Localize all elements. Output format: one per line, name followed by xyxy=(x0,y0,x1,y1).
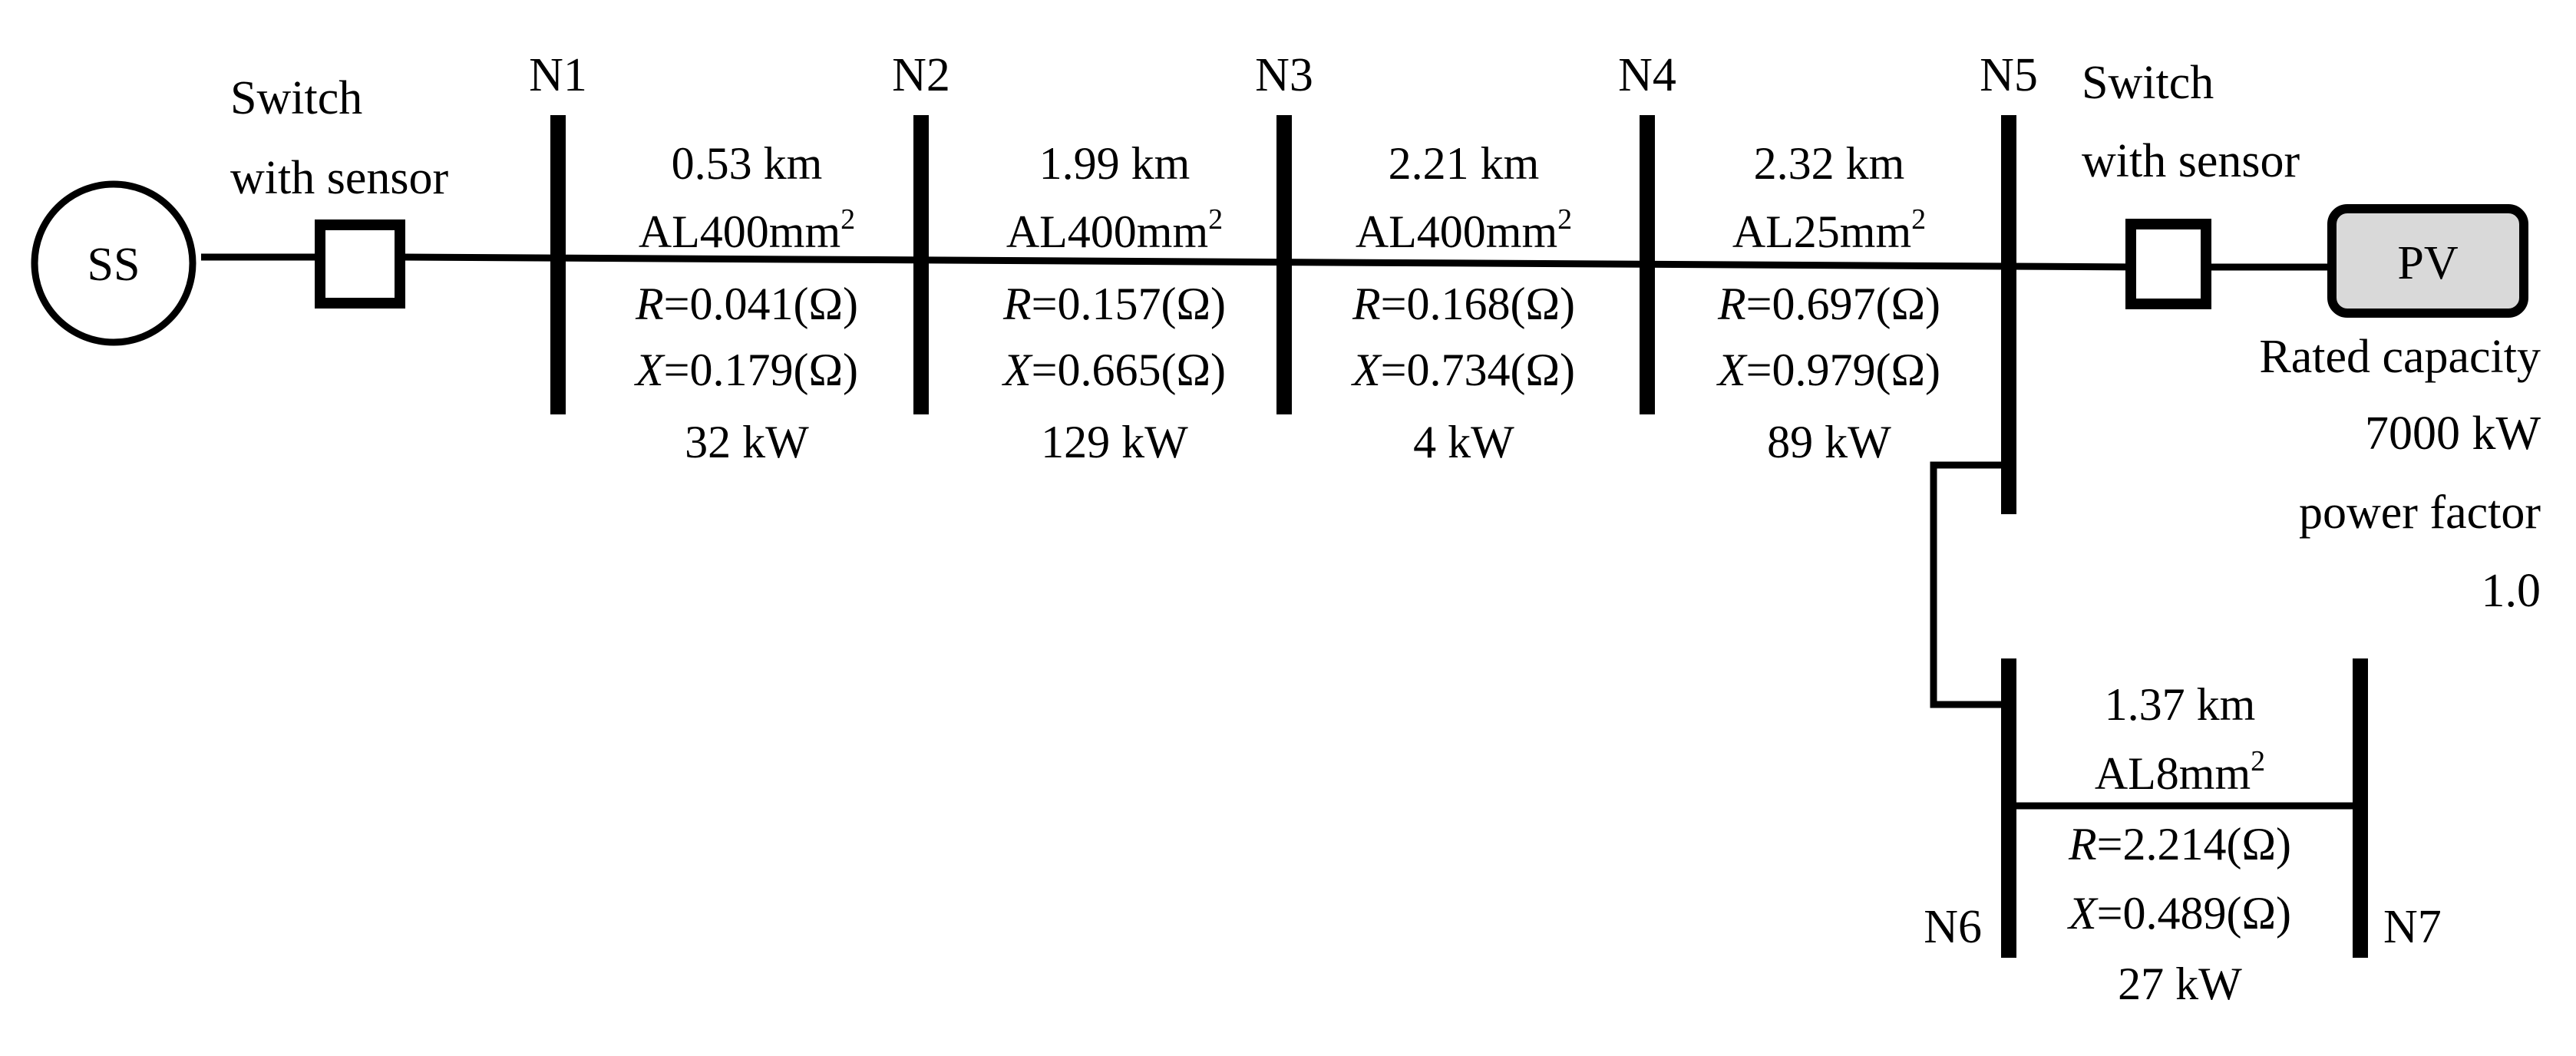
segment-resistance: R=0.168(Ω) xyxy=(1352,279,1575,329)
node-bus-n1 xyxy=(550,115,566,414)
segment-reactance: X=0.489(Ω) xyxy=(2067,888,2291,939)
node-label-n3: N3 xyxy=(1255,49,1313,101)
segment-length: 2.21 km xyxy=(1389,138,1540,189)
switch-1-label-line1: Switch xyxy=(230,72,362,124)
node-label-n4: N4 xyxy=(1618,49,1676,101)
pv-rated-capacity-value: 7000 kW xyxy=(2365,408,2541,460)
segment-n2-n3: 1.99 km AL400mm2 R=0.157(Ω) X=0.665(Ω) 1… xyxy=(1002,138,1226,467)
segment-n4-n5: 2.32 km AL25mm2 R=0.697(Ω) X=0.979(Ω) 89… xyxy=(1716,138,1940,467)
node-bus-n3 xyxy=(1276,115,1292,414)
substation-label: SS xyxy=(88,239,140,291)
segment-reactance: X=0.179(Ω) xyxy=(634,345,858,395)
switch-2-box xyxy=(2125,219,2211,309)
segment-reactance: X=0.665(Ω) xyxy=(1002,345,1226,395)
segment-load: 89 kW xyxy=(1767,417,1891,467)
segment-length: 1.37 km xyxy=(2105,679,2256,730)
node-label-n6: N6 xyxy=(1924,901,1982,953)
node-bus-n4 xyxy=(1640,115,1655,414)
switch-1-label-line2: with sensor xyxy=(230,152,449,204)
switch-2-label-line1: Switch xyxy=(2082,57,2214,109)
segment-reactance: X=0.979(Ω) xyxy=(1716,345,1940,395)
segment-load: 32 kW xyxy=(685,417,809,467)
segment-load: 129 kW xyxy=(1041,417,1188,467)
segment-length: 1.99 km xyxy=(1039,138,1191,189)
node-label-n1: N1 xyxy=(529,49,587,101)
switch-2-label-line2: with sensor xyxy=(2082,135,2300,187)
segment-n1-n2: 0.53 km AL400mm2 R=0.041(Ω) X=0.179(Ω) 3… xyxy=(634,138,858,467)
segment-n3-n4: 2.21 km AL400mm2 R=0.168(Ω) X=0.734(Ω) 4… xyxy=(1351,138,1575,467)
node-bus-n5 xyxy=(2001,115,2016,514)
node-label-n5: N5 xyxy=(1980,49,2038,101)
pv-rated-capacity-label: Rated capacity xyxy=(2259,331,2541,383)
segment-length: 0.53 km xyxy=(672,138,823,189)
node-label-n2: N2 xyxy=(892,49,950,101)
pv-label: PV xyxy=(2397,237,2458,289)
pv-unit: PV Rated capacity 7000 kW power factor 1… xyxy=(2259,204,2541,617)
segment-load: 27 kW xyxy=(2118,959,2242,1009)
segment-resistance: R=0.041(Ω) xyxy=(635,279,858,329)
segment-conductor: AL400mm2 xyxy=(639,203,855,257)
switch-with-sensor-1: Switch with sensor xyxy=(230,72,449,309)
pv-box xyxy=(2327,204,2528,318)
node-bus-n2 xyxy=(913,115,929,414)
segment-conductor: AL400mm2 xyxy=(1006,203,1223,257)
segment-reactance: X=0.734(Ω) xyxy=(1351,345,1575,395)
switch-1-box xyxy=(315,219,405,309)
pv-power-factor-label: power factor xyxy=(2299,487,2541,539)
segment-length: 2.32 km xyxy=(1754,138,1905,189)
feeder-line-main xyxy=(401,253,2142,271)
segment-load: 4 kW xyxy=(1413,417,1514,467)
substation: SS xyxy=(31,180,197,346)
segment-resistance: R=2.214(Ω) xyxy=(2068,819,2291,870)
switch-with-sensor-2: Switch with sensor xyxy=(2082,57,2300,309)
substation-circle xyxy=(31,180,197,346)
branch-connector-n5-n6 xyxy=(1930,461,2001,708)
segment-n6-n7: 1.37 km AL8mm2 R=2.214(Ω) X=0.489(Ω) 27 … xyxy=(2067,679,2291,1009)
segment-resistance: R=0.697(Ω) xyxy=(1717,279,1940,329)
segment-conductor: AL400mm2 xyxy=(1356,203,1572,257)
segment-conductor: AL25mm2 xyxy=(1732,203,1926,257)
segment-resistance: R=0.157(Ω) xyxy=(1002,279,1226,329)
node-label-n7: N7 xyxy=(2383,901,2442,953)
segment-conductor: AL8mm2 xyxy=(2095,745,2265,799)
pv-power-factor-value: 1.0 xyxy=(2482,565,2541,617)
